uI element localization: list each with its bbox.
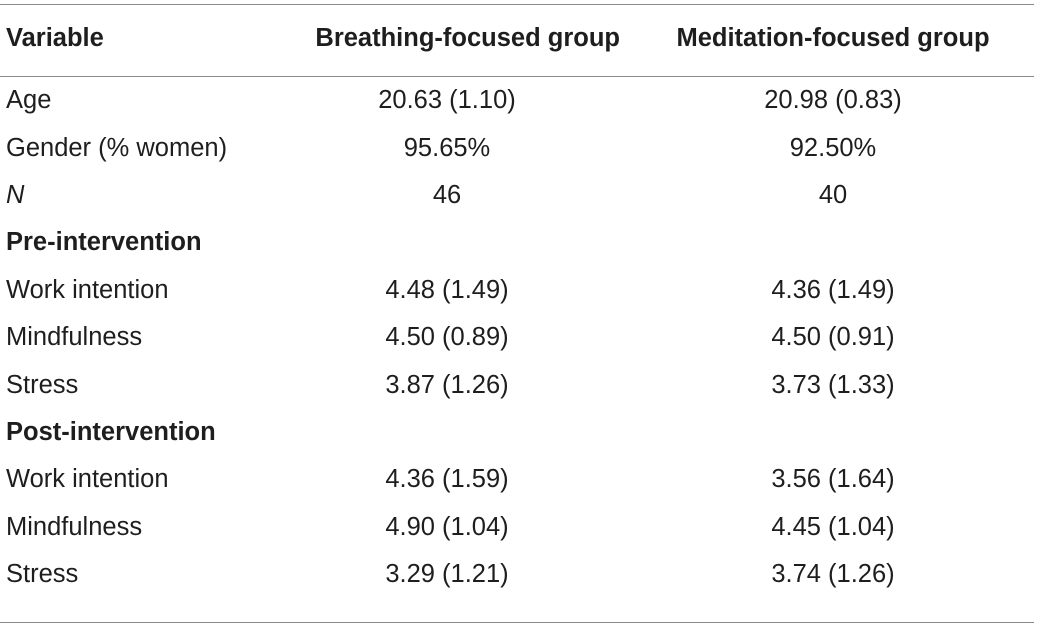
breathing-value: 20.63 (1.10) [378,86,516,115]
row-label: Stress [6,370,79,399]
table-row: Mindfulness 4.50 (0.89) 4.50 (0.91) [0,314,1034,361]
header-breathing-group: Breathing-focused group [315,24,620,52]
header-rule [0,76,1034,77]
row-label: N [6,180,25,209]
table-row: Work intention 4.48 (1.49) 4.36 (1.49) [0,267,1034,314]
meditation-value: 40 [818,180,848,209]
breathing-value: 3.29 (1.21) [385,560,509,589]
row-label: Work intention [6,465,169,494]
table-row: Age 20.63 (1.10) 20.98 (0.83) [0,77,1034,124]
section-row-pre-intervention: Pre-intervention [0,219,1034,266]
breathing-value: 95.65% [403,133,491,162]
breathing-value: 3.87 (1.26) [385,370,509,399]
breathing-value: 4.50 (0.89) [385,323,509,352]
table-row: Stress 3.87 (1.26) 3.73 (1.33) [0,361,1034,408]
table-body: Age 20.63 (1.10) 20.98 (0.83) Gender (% … [0,77,1034,598]
row-label: Work intention [6,275,169,304]
breathing-value: 4.90 (1.04) [385,512,509,541]
section-title: Pre-intervention [6,228,202,257]
meditation-value: 4.36 (1.49) [771,275,895,304]
breathing-value: 4.36 (1.59) [385,465,509,494]
bottom-rule [0,622,1034,623]
table-row: Mindfulness 4.90 (1.04) 4.45 (1.04) [0,504,1034,551]
breathing-value: 4.48 (1.49) [385,275,509,304]
header-variable: Variable [6,24,104,52]
row-label: Age [6,86,52,115]
table-row: N 46 40 [0,172,1034,219]
row-label: Mindfulness [6,323,143,352]
breathing-value: 46 [432,180,462,209]
meditation-value: 3.74 (1.26) [771,560,895,589]
table-row: Gender (% women) 95.65% 92.50% [0,124,1034,171]
table-header: Variable Breathing-focused group Meditat… [0,0,1034,77]
meditation-value: 20.98 (0.83) [764,86,902,115]
header-meditation-group: Meditation-focused group [676,24,990,52]
meditation-value: 4.45 (1.04) [771,512,895,541]
row-label: Gender (% women) [6,133,228,162]
section-title: Post-intervention [6,417,216,446]
row-label: Stress [6,560,79,589]
row-label: Mindfulness [6,512,143,541]
table: Variable Breathing-focused group Meditat… [0,0,1034,598]
table-row: Work intention 4.36 (1.59) 3.56 (1.64) [0,456,1034,503]
table-row: Stress 3.29 (1.21) 3.74 (1.26) [0,551,1034,598]
meditation-value: 92.50% [789,133,877,162]
meditation-value: 4.50 (0.91) [771,323,895,352]
meditation-value: 3.56 (1.64) [771,465,895,494]
meditation-value: 3.73 (1.33) [771,370,895,399]
section-row-post-intervention: Post-intervention [0,409,1034,456]
top-rule [0,4,1034,5]
header-row: Variable Breathing-focused group Meditat… [0,0,1034,77]
